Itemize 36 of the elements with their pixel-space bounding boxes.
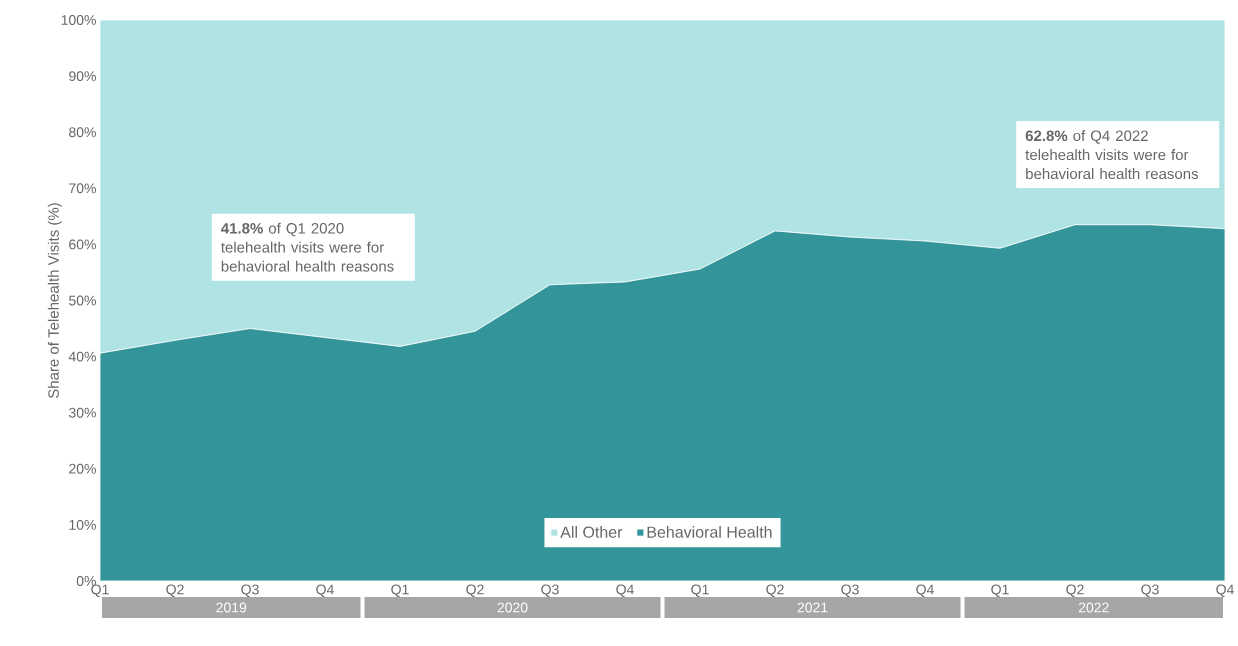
x-tick-label: Q1 bbox=[391, 584, 409, 597]
x-tick-label: Q1 bbox=[691, 584, 709, 597]
text: 2022 bbox=[1078, 602, 1109, 613]
text: 2019 bbox=[216, 602, 247, 613]
x-tick-label: Q2 bbox=[166, 584, 184, 597]
x-tick-label: Q4 bbox=[316, 584, 334, 597]
x-tick-label: Q2 bbox=[466, 584, 484, 597]
x-tick-label: Q2 bbox=[1066, 584, 1084, 597]
x-tick-label: Q3 bbox=[841, 584, 859, 597]
x-tick-label: Q2 bbox=[766, 584, 784, 597]
y-tick-label: 40% bbox=[68, 351, 96, 362]
annotation: 62.8% of Q4 2022 telehealth visits were for behavioral health reasons bbox=[1025, 130, 1199, 180]
annotation: 41.8% of Q1 2020 telehealth visits were for behavioral health reasons bbox=[221, 222, 394, 272]
x-tick-label: Q4 bbox=[916, 584, 934, 597]
y-axis-title: Share of Telehealth Visits (%) bbox=[47, 203, 62, 399]
x-tick-label: Q3 bbox=[1141, 584, 1159, 597]
y-tick-label: 30% bbox=[68, 407, 96, 418]
y-tick-label: 0% bbox=[76, 576, 96, 586]
x-tick-label: Q1 bbox=[991, 584, 1009, 597]
y-tick-label: 20% bbox=[69, 463, 96, 474]
y-tick-label: 10% bbox=[69, 519, 96, 530]
y-tick-label: 90% bbox=[69, 71, 96, 82]
y-tick-label: 70% bbox=[69, 183, 96, 194]
y-tick-label: 50% bbox=[69, 295, 96, 306]
legend-label: Behavioral Health bbox=[647, 526, 772, 538]
x-tick-label: Q1 bbox=[91, 584, 109, 597]
x-tick-label: Q3 bbox=[241, 584, 259, 597]
x-tick-label: Q4 bbox=[616, 584, 634, 597]
legend-label: All Other bbox=[560, 526, 623, 538]
text: 2020 bbox=[497, 602, 528, 613]
y-tick-label: 60% bbox=[69, 239, 96, 250]
x-tick-label: Q4 bbox=[1216, 584, 1234, 597]
text: 2021 bbox=[797, 602, 828, 613]
x-tick-label: Q3 bbox=[541, 584, 559, 597]
y-tick-label: 100% bbox=[61, 15, 96, 25]
y-tick-label: 80% bbox=[69, 127, 96, 138]
